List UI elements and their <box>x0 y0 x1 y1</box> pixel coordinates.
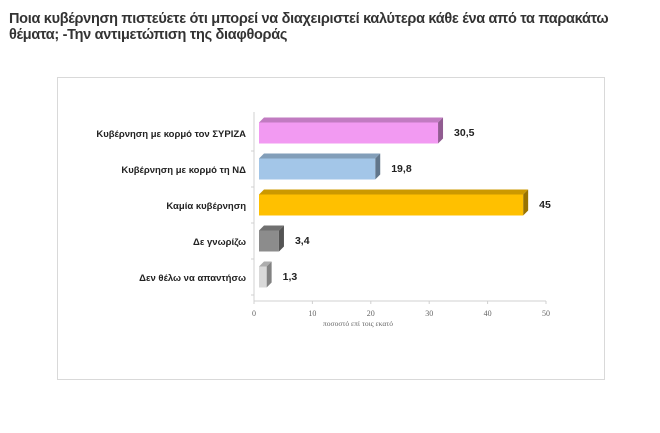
bar-top <box>259 153 381 159</box>
category-label: Δεν θέλω να απαντήσω <box>139 273 246 284</box>
bar-side <box>523 189 529 216</box>
category-label: Κυβέρνηση με κορμό τον ΣΥΡΙΖΑ <box>96 129 246 140</box>
bar <box>259 194 524 216</box>
x-tick-label: 0 <box>252 309 256 318</box>
bar-top <box>259 261 272 267</box>
bar-top <box>259 189 529 195</box>
chart-frame <box>57 77 605 380</box>
x-tick-label: 40 <box>484 309 492 318</box>
data-label: 30,5 <box>454 127 475 139</box>
x-tick-label: 10 <box>308 309 316 318</box>
category-label: Δε γνωρίζω <box>193 237 246 248</box>
data-label: 19,8 <box>391 163 412 175</box>
bar-top <box>259 225 284 231</box>
bar-top <box>259 117 444 123</box>
bar <box>259 122 439 144</box>
bar-side <box>438 117 444 144</box>
chart-title: Ποια κυβέρνηση πιστεύετε ότι μπορεί να δ… <box>9 11 609 43</box>
data-label: 3,4 <box>295 235 310 247</box>
x-tick-label: 50 <box>542 309 550 318</box>
bar-side <box>278 225 284 252</box>
x-tick-label: 30 <box>425 309 433 318</box>
bar <box>259 266 267 288</box>
category-label: Κυβέρνηση με κορμό τη ΝΔ <box>121 165 246 176</box>
category-label: Καμία κυβέρνηση <box>166 201 246 212</box>
data-label: 1,3 <box>283 271 298 283</box>
x-tick-label: 20 <box>367 309 375 318</box>
bar <box>259 158 376 180</box>
bar-side <box>375 153 381 180</box>
data-label: 45 <box>539 199 551 211</box>
bar-side <box>266 261 272 288</box>
bar <box>259 230 279 252</box>
x-axis-title: ποσοστό επί τοις εκατό <box>323 319 393 328</box>
